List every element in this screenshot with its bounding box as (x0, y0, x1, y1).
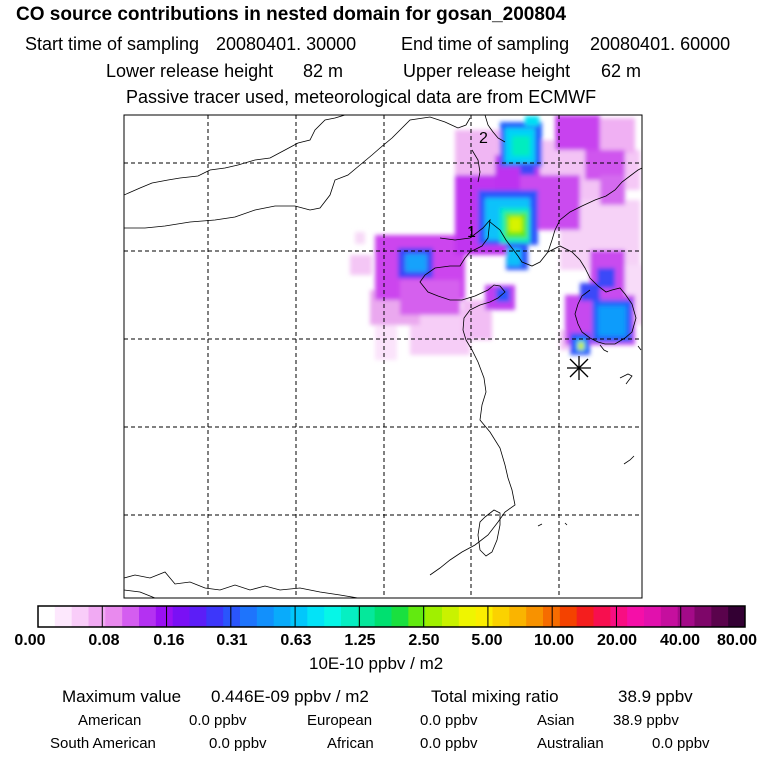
colorbar-swatch (644, 606, 662, 627)
colorbar-swatch (677, 606, 695, 627)
colorbar-swatch (88, 606, 106, 627)
colorbar-swatch (526, 606, 544, 627)
region-value: 0.0 ppbv (189, 712, 247, 729)
colorbar-swatch (559, 606, 578, 627)
colorbar-swatch (122, 606, 140, 627)
colorbar-swatch (307, 606, 325, 627)
region-name: Asian (537, 712, 575, 729)
colorbar-frame (37, 605, 746, 628)
colorbar-swatch (610, 606, 628, 627)
colorbar-swatch (189, 606, 207, 627)
max-value-label: Maximum value (62, 687, 182, 706)
colorbar-swatch (711, 606, 729, 627)
colorbar-swatch (576, 606, 594, 627)
colorbar-tick: 80.00 (716, 632, 758, 649)
colorbar (38, 606, 746, 627)
end-time-value: 20080401. 60000 (590, 34, 731, 54)
colorbar-swatch (509, 606, 527, 627)
start-time-value: 20080401. 30000 (216, 34, 357, 54)
colorbar-swatch (442, 606, 460, 627)
colorbar-tick: 1.25 (344, 632, 376, 649)
colorbar-swatch (54, 606, 73, 627)
asterisk-icon (567, 356, 591, 380)
colorbar-swatch (240, 606, 258, 627)
map-label-1: 1 (467, 224, 476, 241)
map-label-2: 2 (479, 130, 488, 147)
colorbar-swatch (728, 606, 746, 627)
region-name: African (327, 735, 374, 752)
region-name: European (307, 712, 373, 729)
colorbar-swatch (172, 606, 190, 627)
colorbar-tick: 0.16 (153, 632, 185, 649)
region-value: 0.0 ppbv (209, 735, 267, 752)
colorbar-tick: 40.00 (659, 632, 701, 649)
region-name: American (78, 712, 142, 729)
colorbar-swatch (627, 606, 645, 627)
region-value: 0.0 ppbv (420, 712, 478, 729)
region-name: Australian (537, 735, 604, 752)
colorbar-tick: 0.08 (88, 632, 120, 649)
colorbar-swatch (139, 606, 157, 627)
colorbar-tick: 5.00 (471, 632, 503, 649)
colorbar-tick: 0.31 (216, 632, 248, 649)
map-frame (123, 114, 643, 599)
colorbar-tick: 20.00 (596, 632, 638, 649)
region-value: 38.9 ppbv (613, 712, 679, 729)
total-mixing-value: 38.9 ppbv (618, 687, 693, 706)
colorbar-swatch (223, 606, 241, 627)
colorbar-tick: 10.00 (533, 632, 575, 649)
colorbar-swatch (475, 606, 493, 627)
colorbar-swatch (492, 606, 510, 627)
map-title: CO source contributions in nested domain… (16, 4, 567, 25)
lat-lon-grid (124, 115, 642, 598)
colorbar-swatch (357, 606, 376, 627)
colorbar-swatch (408, 606, 426, 627)
colorbar-swatch (341, 606, 359, 627)
region-value: 0.0 ppbv (420, 735, 478, 752)
colorbar-swatch (290, 606, 308, 627)
colorbar-tick: 0.00 (14, 632, 46, 649)
colorbar-swatch (458, 606, 477, 627)
colorbar-swatch (543, 606, 561, 627)
colorbar-swatch (694, 606, 712, 627)
colorbar-swatch (105, 606, 123, 627)
colorbar-swatch (273, 606, 291, 627)
lower-release-label: Lower release height (106, 61, 274, 81)
upper-release-value: 62 m (601, 61, 642, 81)
colorbar-swatch (324, 606, 342, 627)
total-mixing-label: Total mixing ratio (431, 687, 559, 706)
colorbar-unit: 10E-10 ppbv / m2 (309, 654, 444, 673)
colorbar-swatch (206, 606, 224, 627)
colorbar-swatch (391, 606, 409, 627)
colorbar-swatch (660, 606, 679, 627)
colorbar-swatch (593, 606, 611, 627)
colorbar-swatch (38, 606, 56, 627)
region-value: 0.0 ppbv (652, 735, 710, 752)
colorbar-swatch (155, 606, 174, 627)
region-name: South American (50, 735, 156, 752)
tracer-note: Passive tracer used, meteorological data… (126, 87, 597, 107)
colorbar-swatch (71, 606, 89, 627)
colorbar-tick: 2.50 (408, 632, 440, 649)
plume-field (350, 115, 642, 360)
colorbar-tick: 0.63 (280, 632, 312, 649)
colorbar-swatch (425, 606, 443, 627)
lower-release-value: 82 m (303, 61, 344, 81)
max-value: 0.446E-09 ppbv / m2 (211, 687, 369, 706)
end-time-label: End time of sampling (401, 34, 570, 54)
colorbar-swatch (256, 606, 275, 627)
upper-release-label: Upper release height (403, 61, 571, 81)
start-time-label: Start time of sampling (25, 34, 200, 54)
colorbar-swatch (374, 606, 392, 627)
